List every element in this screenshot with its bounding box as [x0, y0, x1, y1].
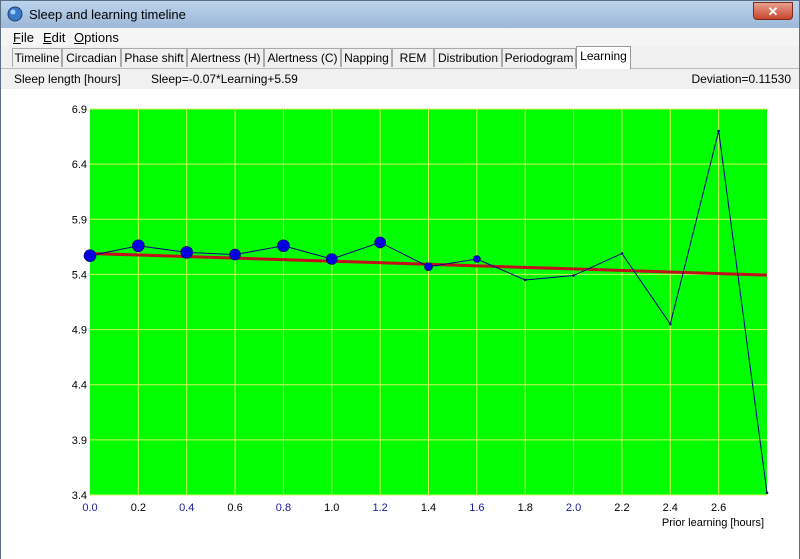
tab-timeline[interactable]: Timeline [12, 48, 62, 67]
x-tick-label: 1.4 [421, 502, 436, 514]
x-tick-label: 0.0 [82, 502, 97, 514]
window-title: Sleep and learning timeline [29, 7, 186, 22]
data-point [572, 274, 575, 277]
data-point [668, 322, 672, 326]
data-point [325, 253, 338, 265]
x-tick-label: 1.2 [372, 502, 387, 514]
data-markers [83, 129, 769, 495]
tab-alertness-c[interactable]: Alertness (C) [264, 48, 341, 67]
data-point [473, 255, 481, 263]
tab-alertness-h[interactable]: Alertness (H) [187, 48, 264, 67]
tab-rem[interactable]: REM [392, 48, 434, 67]
title-bar[interactable]: Sleep and learning timeline ✕ [1, 1, 799, 28]
chart-area: 6.9 6.4 5.9 5.4 4.9 4.4 3.9 3.4 0.0 0.2 0.4 0.6 0.8… [1, 89, 799, 559]
y-tick-label: 5.4 [72, 269, 87, 281]
tab-learning[interactable]: Learning [576, 46, 631, 69]
x-tick-label: 1.0 [324, 502, 339, 514]
close-button[interactable]: ✕ [753, 2, 793, 20]
x-tick-label: 0.2 [131, 502, 146, 514]
y-tick-label: 4.4 [72, 380, 87, 392]
y-tick-label: 6.9 [72, 104, 87, 116]
data-point [765, 491, 769, 495]
y-tick-label: 3.9 [72, 435, 87, 447]
x-tick-label: 2.0 [566, 502, 581, 514]
menu-file[interactable]: File [13, 30, 34, 45]
x-tick-label: 2.4 [663, 502, 678, 514]
x-tick-label: 0.8 [276, 502, 291, 514]
x-tick-label: 1.6 [469, 502, 484, 514]
tab-napping[interactable]: Napping [341, 48, 392, 67]
x-tick-label: 2.2 [614, 502, 629, 514]
info-bar: Sleep length [hours] Sleep=-0.07*Learnin… [1, 69, 799, 89]
y-tick-labels: 6.9 6.4 5.9 5.4 4.9 4.4 3.9 3.4 [72, 104, 87, 502]
data-point [523, 278, 527, 282]
tab-bar: Timeline Circadian Phase shift Alertness… [1, 46, 799, 69]
menu-edit[interactable]: Edit [43, 30, 66, 45]
data-point [83, 249, 97, 262]
data-point [620, 252, 624, 255]
data-point [717, 129, 720, 133]
y-tick-label: 6.4 [72, 159, 87, 171]
x-tick-label: 1.8 [518, 502, 533, 514]
data-point [277, 239, 290, 253]
y-tick-label: 3.4 [72, 490, 87, 502]
deviation-value: Deviation=0.11530 [691, 72, 791, 86]
regression-equation: Sleep=-0.07*Learning+5.59 [151, 72, 298, 86]
x-tick-label: 0.4 [179, 502, 194, 514]
data-point [229, 248, 241, 261]
tab-phase-shift[interactable]: Phase shift [121, 48, 187, 67]
tab-distribution[interactable]: Distribution [434, 48, 502, 67]
x-tick-label: 0.6 [227, 502, 242, 514]
data-point [132, 239, 145, 253]
tab-circadian[interactable]: Circadian [62, 48, 121, 67]
data-point [374, 236, 386, 249]
grid-lines [90, 108, 767, 496]
x-tick-label: 2.6 [711, 502, 726, 514]
y-tick-label: 4.9 [72, 325, 87, 337]
tab-periodogram[interactable]: Periodogram [502, 48, 576, 67]
learning-chart: 6.9 6.4 5.9 5.4 4.9 4.4 3.9 3.4 0.0 0.2 0.4 0.6 0.8… [72, 104, 769, 529]
x-tick-labels: 0.0 0.2 0.4 0.6 0.8 1.0 1.2 1.4 1.6 1.8 2.0 2.2 2.4 2… [82, 502, 726, 514]
y-tick-label: 5.9 [72, 214, 87, 226]
menu-options[interactable]: Options [74, 30, 119, 45]
data-point [180, 246, 194, 259]
data-point [424, 262, 433, 272]
x-axis-title: Prior learning [hours] [662, 517, 764, 529]
app-icon [7, 6, 23, 22]
menu-bar: File Edit Options [1, 28, 799, 46]
y-axis-title: Sleep length [hours] [14, 72, 121, 86]
